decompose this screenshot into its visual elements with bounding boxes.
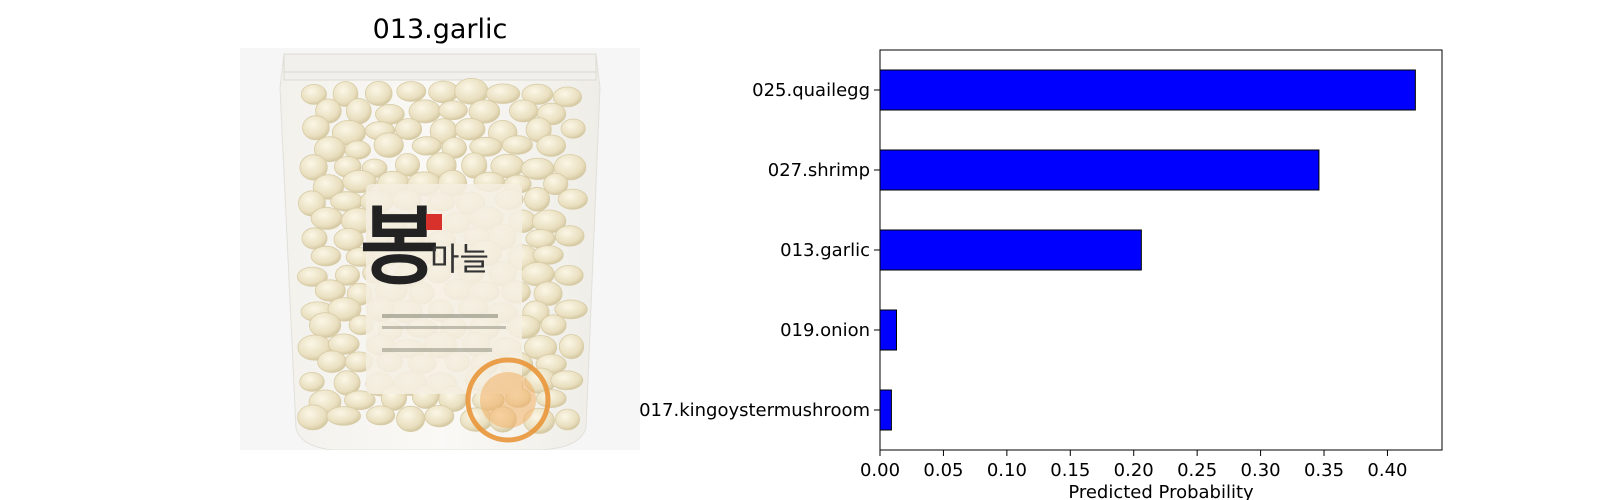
garlic-clove <box>554 408 580 431</box>
garlic-clove <box>299 371 325 392</box>
garlic-clove <box>438 100 468 121</box>
x-tick-label: 0.25 <box>1177 460 1217 481</box>
x-tick-label: 0.40 <box>1367 460 1407 481</box>
garlic-package-illustration: 봉 마늘 <box>240 48 640 451</box>
garlic-clove <box>411 136 442 156</box>
garlic-clove <box>364 81 393 107</box>
garlic-clove <box>468 99 501 124</box>
garlic-clove <box>300 84 327 105</box>
garlic-clove <box>299 154 328 181</box>
package-label: 마늘 <box>430 240 489 278</box>
bar-019.onion <box>879 309 897 351</box>
garlic-clove <box>312 174 345 200</box>
x-tick-layer: 0.00 0.05 0.10 0.15 0.20 0.25 0.30 0.35 0.40 <box>860 450 1407 481</box>
garlic-clove <box>550 370 584 391</box>
garlic-clove <box>373 132 404 158</box>
garlic-clove <box>554 264 584 286</box>
y-tick-label: 019.onion <box>780 320 870 341</box>
garlic-clove <box>328 333 360 355</box>
garlic-clove <box>552 86 582 108</box>
garlic-clove <box>532 245 564 265</box>
y-tick-layer: 025.quailegg 027.shrimp 013.garlic 019.onio… <box>639 80 880 421</box>
garlic-clove <box>394 153 420 177</box>
plot-frame <box>879 49 1443 451</box>
garlic-clove <box>553 154 587 181</box>
garlic-clove <box>533 281 563 306</box>
garlic-clove <box>396 81 427 102</box>
y-tick-label: 027.shrimp <box>768 160 870 181</box>
garlic-clove <box>396 405 426 432</box>
x-tick-label: 0.20 <box>1114 460 1154 481</box>
x-tick-label: 0.00 <box>860 460 900 481</box>
x-tick-label: 0.35 <box>1304 460 1344 481</box>
garlic-clove <box>366 405 396 426</box>
bar-027.shrimp <box>879 149 1320 191</box>
x-tick-label: 0.10 <box>987 460 1027 481</box>
garlic-package-image: 봉 마늘 <box>240 48 640 451</box>
bars-layer <box>879 69 1416 431</box>
garlic-clove <box>540 314 567 336</box>
garlic-clove <box>314 279 346 302</box>
bar-013.garlic <box>879 229 1142 271</box>
garlic-clove <box>302 115 330 141</box>
garlic-clove <box>344 390 376 411</box>
garlic-clove <box>461 152 488 179</box>
garlic-clove <box>454 117 486 141</box>
garlic-clove <box>554 225 585 247</box>
garlic-clove <box>335 264 361 286</box>
garlic-clove <box>485 83 521 104</box>
garlic-clove <box>326 406 361 426</box>
garlic-clove <box>535 389 567 409</box>
garlic-clove <box>395 118 423 141</box>
bar-025.quailegg <box>879 69 1416 111</box>
garlic-clove <box>469 136 503 157</box>
garlic-clove <box>310 245 342 267</box>
garlic-clove <box>543 173 569 196</box>
garlic-clove <box>327 297 362 322</box>
garlic-clove <box>554 299 588 320</box>
garlic-clove <box>536 134 567 157</box>
garlic-clove <box>557 188 588 210</box>
x-tick-label: 0.05 <box>923 460 963 481</box>
garlic-clove <box>424 404 455 428</box>
bar-017.kingoystermushroom <box>879 389 892 431</box>
package-big-glyph: 봉 <box>360 197 439 297</box>
garlic-clove <box>344 140 372 160</box>
garlic-clove <box>301 227 328 250</box>
x-axis-label: Predicted Probability <box>1068 482 1254 500</box>
x-tick-label: 0.30 <box>1241 460 1281 481</box>
garlic-clove <box>297 266 328 287</box>
garlic-clove <box>521 83 554 105</box>
garlic-clove <box>560 118 586 139</box>
x-tick-label: 0.15 <box>1050 460 1090 481</box>
garlic-clove <box>333 227 364 251</box>
y-tick-label: 025.quailegg <box>752 80 870 101</box>
y-tick-label: 017.kingoystermushroom <box>639 400 870 421</box>
garlic-clove <box>501 135 533 155</box>
garlic-clove <box>524 186 551 212</box>
garlic-clove <box>558 334 585 360</box>
image-title: 013.garlic <box>372 14 508 45</box>
y-tick-label: 013.garlic <box>780 240 870 261</box>
